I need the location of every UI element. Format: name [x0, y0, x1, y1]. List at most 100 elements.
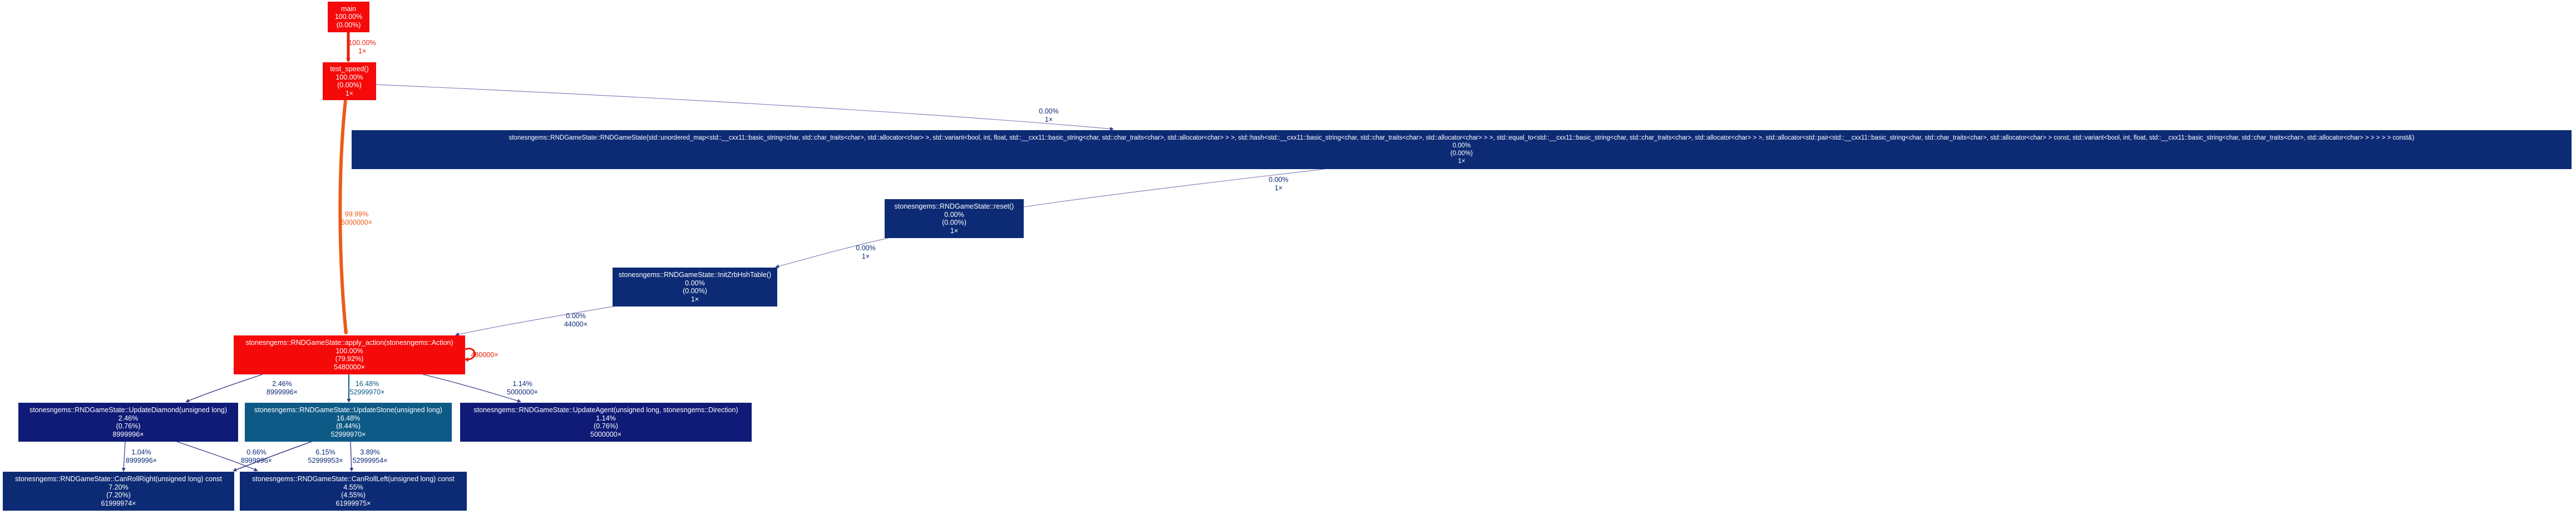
node-test-speed[interactable]: test_speed() 100.00% (0.00%) 1×: [323, 62, 376, 100]
node-update-stone-self: (8.44%): [336, 422, 361, 430]
node-ctor-name: stonesngems::RNDGameState::RNDGameState(…: [509, 135, 2415, 141]
node-reset[interactable]: stonesngems::RNDGameState::reset() 0.00%…: [885, 199, 1024, 238]
node-test-speed-calls: 1×: [345, 89, 354, 97]
node-apply-action-self: (79.92%): [335, 355, 364, 363]
node-update-agent[interactable]: stonesngems::RNDGameState::UpdateAgent(u…: [460, 403, 752, 442]
edge-label-apply-diamond-calls: 8999996×: [267, 388, 298, 396]
edge-label-diamond-right-calls: 8999996×: [126, 456, 157, 464]
node-can-roll-left-name: stonesngems::RNDGameState::CanRollLeft(u…: [252, 475, 455, 483]
edge-label-main-test: 100.00% 1×: [348, 39, 376, 55]
edge-apply-action-self-loop: [464, 348, 476, 362]
edge-label-apply-diamond-pct: 2.46%: [272, 380, 292, 388]
node-can-roll-right-calls: 61999974×: [101, 499, 136, 507]
edge-label-apply-agent-calls: 5000000×: [507, 388, 538, 396]
edge-label-ctor-reset-pct: 0.00%: [1269, 176, 1289, 184]
node-update-diamond-self: (0.76%): [116, 422, 141, 430]
node-can-roll-left[interactable]: stonesngems::RNDGameState::CanRollLeft(u…: [240, 472, 467, 511]
edge-label-zobrist-apply: 0.00% 44000×: [564, 312, 588, 328]
node-init-zobrist[interactable]: stonesngems::RNDGameState::InitZrbHshTab…: [613, 268, 777, 307]
node-update-diamond[interactable]: stonesngems::RNDGameState::UpdateDiamond…: [18, 403, 238, 442]
edge-update-diamond-to-can-roll-right: [121, 441, 126, 472]
node-init-zobrist-total: 0.00%: [685, 279, 705, 287]
edge-label-diamond-left: 0.66% 8999996×: [241, 448, 272, 464]
edge-zobrist-to-apply-action: [455, 304, 624, 337]
edge-label-test-ctor-calls: 1×: [1044, 115, 1053, 123]
node-can-roll-right-total: 7.20%: [108, 483, 129, 491]
node-init-zobrist-calls: 1×: [690, 295, 699, 303]
node-reset-self: (0.00%): [942, 219, 966, 226]
edge-label-stone-left-calls: 52999954×: [352, 456, 388, 464]
node-rndgamestate-constructor[interactable]: stonesngems::RNDGameState::RNDGameState(…: [352, 130, 2572, 169]
node-can-roll-right[interactable]: stonesngems::RNDGameState::CanRollRight(…: [3, 472, 234, 511]
node-can-roll-left-total: 4.55%: [343, 483, 363, 491]
node-update-diamond-total: 2.46%: [118, 414, 139, 422]
edge-label-reset-zobrist-pct: 0.00%: [856, 244, 876, 252]
edge-label-apply-stone-calls: 52999970×: [349, 388, 385, 396]
edge-label-reset-zobrist-calls: 1×: [861, 252, 870, 260]
node-main-total: 100.00%: [334, 13, 363, 21]
node-ctor-self: (0.00%): [1450, 150, 1473, 157]
node-ctor-calls: 1×: [1458, 158, 1465, 165]
node-test-speed-self: (0.00%): [337, 81, 362, 89]
edge-label-test-apply-pct: 99.99%: [344, 210, 369, 218]
edge-label-apply-diamond: 2.46% 8999996×: [267, 380, 298, 396]
edge-label-diamond-left-calls: 8999996×: [241, 456, 272, 464]
edge-label-zobrist-apply-pct: 0.00%: [566, 312, 586, 320]
edge-label-stone-right-calls: 52999953×: [308, 456, 343, 464]
edge-label-stone-right: 6.15% 52999953×: [308, 448, 343, 464]
edge-apply-action-to-update-agent: [422, 374, 521, 403]
node-test-speed-name: test_speed(): [330, 65, 369, 73]
node-init-zobrist-self: (0.00%): [683, 287, 707, 295]
edge-test-speed-to-ctor: [374, 84, 1114, 131]
edge-label-test-ctor-pct: 0.00%: [1039, 107, 1059, 115]
node-update-agent-self: (0.76%): [594, 422, 618, 430]
node-init-zobrist-name: stonesngems::RNDGameState::InitZrbHshTab…: [618, 271, 772, 279]
edge-label-apply-stone: 16.48% 52999970×: [350, 380, 385, 396]
node-can-roll-left-self: (4.55%): [341, 491, 366, 499]
node-can-roll-left-calls: 61999975×: [335, 499, 371, 507]
node-apply-action-calls: 5480000×: [334, 363, 365, 371]
edge-label-stone-right-pct: 6.15%: [315, 448, 335, 456]
node-can-roll-right-self: (7.20%): [106, 491, 131, 499]
edge-label-main-test-pct: 100.00%: [348, 39, 376, 47]
node-ctor-total: 0.00%: [1452, 142, 1471, 149]
node-update-agent-calls: 5000000×: [590, 430, 621, 438]
node-apply-action-name: stonesngems::RNDGameState::apply_action(…: [245, 339, 453, 347]
node-reset-total: 0.00%: [944, 210, 964, 219]
edge-label-diamond-right-pct: 1.04%: [131, 448, 151, 456]
node-update-stone-total: 16.48%: [336, 414, 361, 422]
node-apply-action[interactable]: stonesngems::RNDGameState::apply_action(…: [234, 335, 465, 374]
node-update-stone[interactable]: stonesngems::RNDGameState::UpdateStone(u…: [245, 403, 452, 442]
node-main[interactable]: main 100.00% (0.00%): [328, 2, 369, 32]
edge-label-apply-agent-pct: 1.14%: [512, 380, 532, 388]
node-update-stone-calls: 52999970×: [330, 430, 366, 438]
edge-label-reset-zobrist: 0.00% 1×: [856, 244, 875, 260]
edge-test-speed-to-apply-action: [338, 100, 348, 335]
edge-label-diamond-left-pct: 0.66%: [246, 448, 267, 456]
node-reset-name: stonesngems::RNDGameState::reset(): [894, 202, 1014, 210]
edge-label-test-ctor: 0.00% 1×: [1039, 107, 1058, 123]
edge-label-apply-agent: 1.14% 5000000×: [507, 380, 538, 396]
edge-update-diamond-to-can-roll-left: [176, 441, 258, 472]
edge-label-apply-self-calls: 480000×: [471, 351, 499, 359]
edge-label-ctor-reset: 0.00% 1×: [1269, 176, 1288, 192]
node-reset-calls: 1×: [950, 226, 959, 235]
node-update-agent-name: stonesngems::RNDGameState::UpdateAgent(u…: [473, 406, 738, 414]
edge-label-main-test-calls: 1×: [358, 47, 367, 55]
edge-update-stone-to-can-roll-left: [349, 441, 354, 472]
node-main-name: main: [340, 4, 357, 13]
edge-ctor-to-reset: [1019, 169, 1325, 209]
edge-label-test-apply-calls: 5000000×: [341, 218, 372, 226]
node-apply-action-total: 100.00%: [335, 347, 363, 355]
node-can-roll-right-name: stonesngems::RNDGameState::CanRollRight(…: [15, 475, 222, 483]
node-update-agent-total: 1.14%: [596, 414, 616, 422]
edge-label-apply-stone-pct: 16.48%: [355, 380, 379, 388]
edge-label-apply-self: 480000×: [471, 351, 498, 359]
node-update-stone-name: stonesngems::RNDGameState::UpdateStone(u…: [254, 406, 442, 414]
node-update-diamond-calls: 8999996×: [112, 430, 144, 438]
node-update-diamond-name: stonesngems::RNDGameState::UpdateDiamond…: [29, 406, 228, 414]
edge-label-stone-left-pct: 3.89%: [360, 448, 380, 456]
edge-label-diamond-right: 1.04% 8999996×: [126, 448, 157, 464]
edge-label-stone-left: 3.89% 52999954×: [353, 448, 388, 464]
